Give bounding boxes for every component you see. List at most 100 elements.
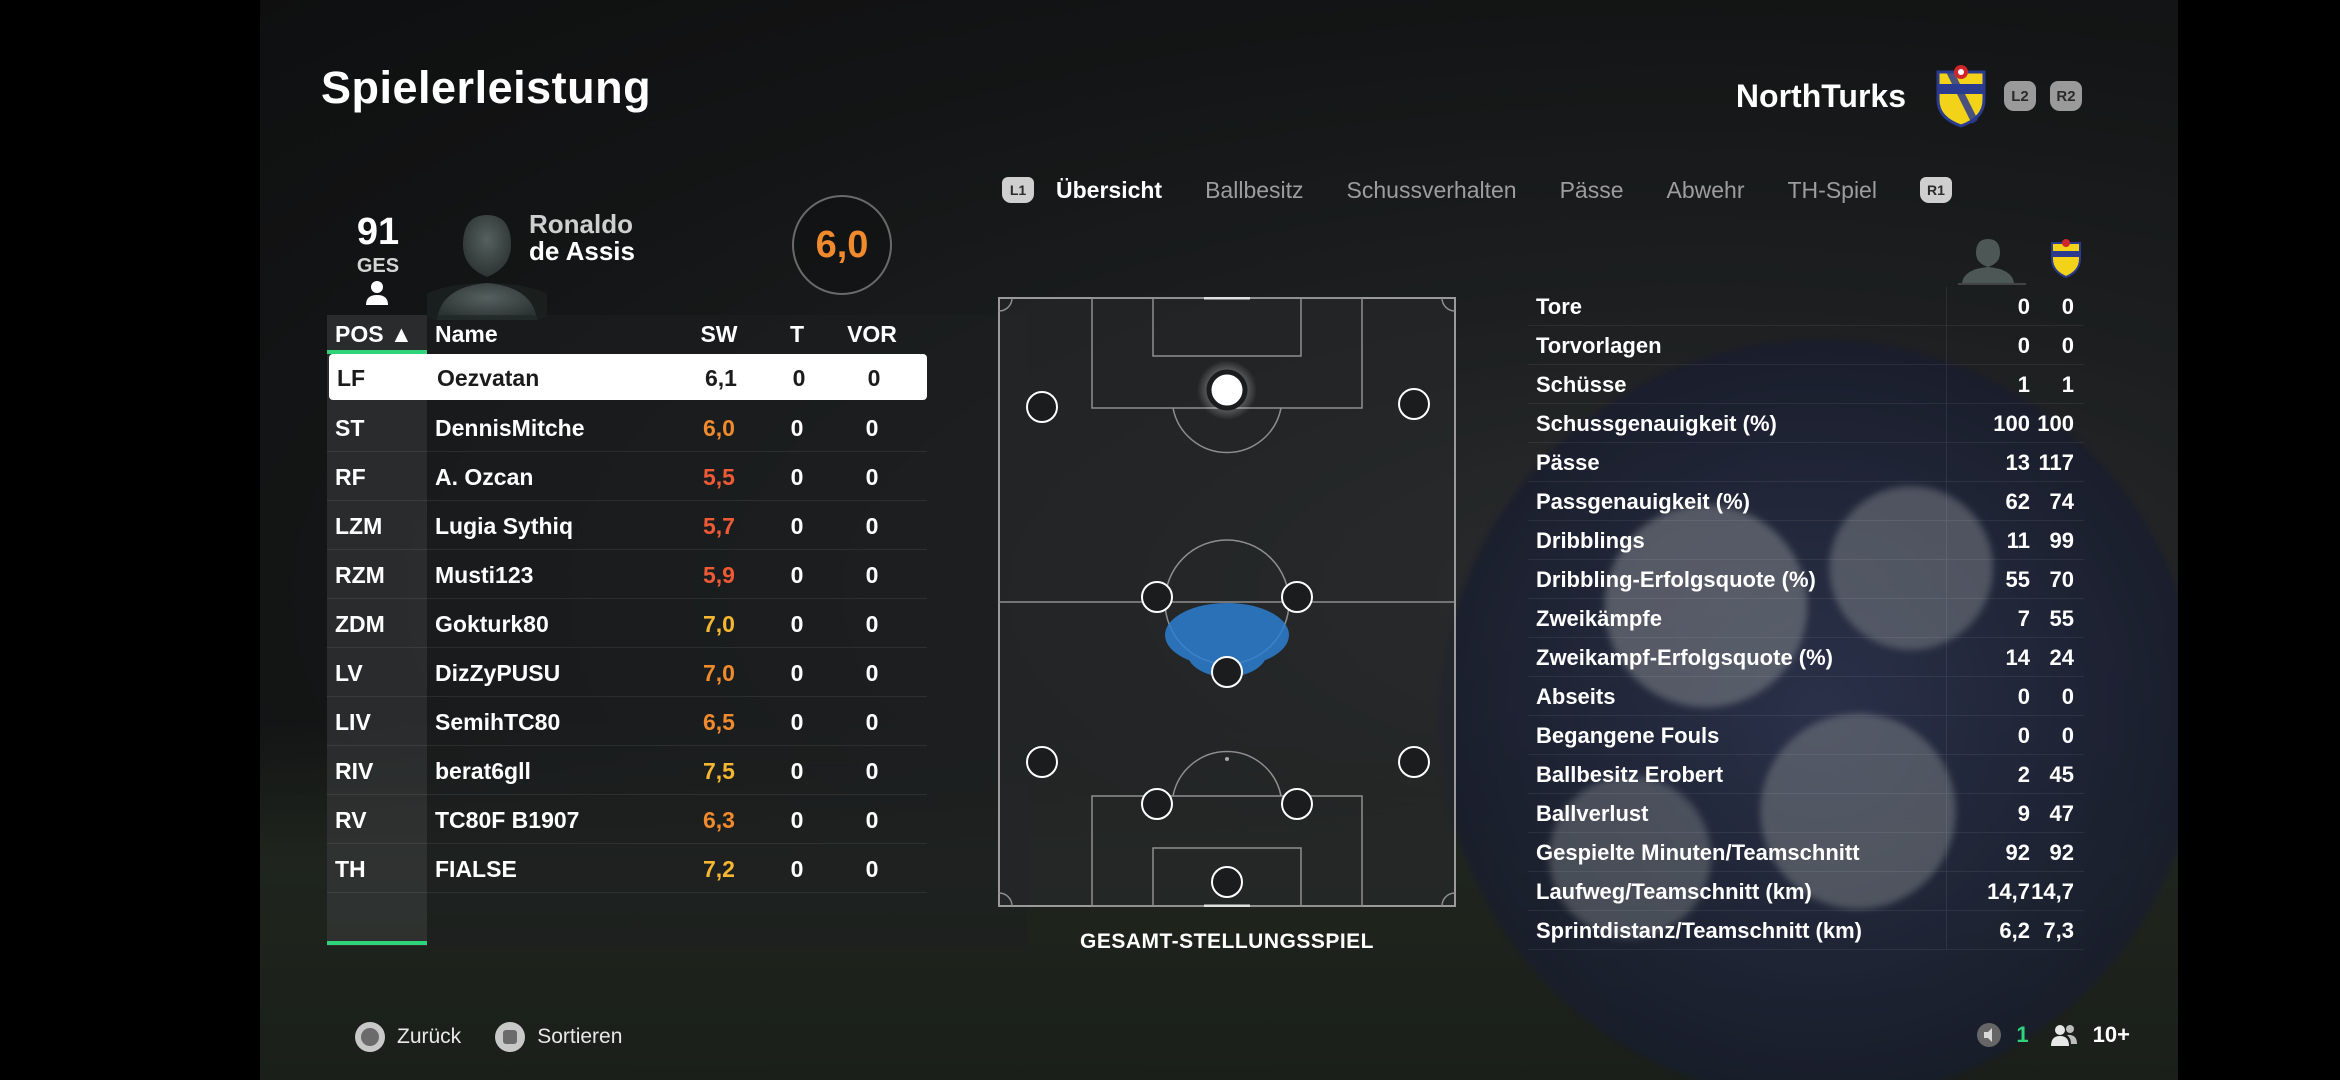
stat-player: 9: [2017, 801, 2030, 826]
table-row[interactable]: RF A. Ozcan 5,5 0 0: [327, 452, 927, 501]
cell-t: 0: [790, 513, 804, 539]
team-name: NorthTurks: [1735, 77, 1906, 114]
player-marker: [1026, 391, 1058, 423]
player-marker: [1211, 656, 1243, 688]
cell-sw: 6,0: [703, 415, 735, 441]
back-label[interactable]: Zurück: [397, 1025, 462, 1048]
table-row[interactable]: LF Oezvatan 6,1 0 0: [329, 354, 927, 400]
player-marker: [1398, 746, 1430, 778]
table-row[interactable]: LZM Lugia Sythiq 5,7 0 0: [327, 501, 927, 550]
table-row[interactable]: RIV berat6gll 7,5 0 0: [327, 746, 927, 795]
circle-button-icon[interactable]: [355, 1022, 385, 1052]
stat-team: 1: [2061, 372, 2074, 397]
table-row[interactable]: ZDM Gokturk80 7,0 0 0: [327, 599, 927, 648]
table-row[interactable]: RV TC80F B1907 6,3 0 0: [327, 795, 927, 844]
tab-th-spiel[interactable]: TH-Spiel: [1787, 176, 1877, 203]
pitch-markings: [998, 297, 1456, 907]
tab-ballbesitz[interactable]: Ballbesitz: [1205, 176, 1304, 203]
cell-name: Gokturk80: [435, 611, 549, 637]
cell-name: DennisMitche: [435, 415, 585, 441]
page-title: Spielerleistung: [321, 62, 652, 113]
stat-player: 14,7: [1987, 879, 2030, 904]
cell-pos: RIV: [335, 758, 374, 784]
table-row[interactable]: RZM Musti123 5,9 0 0: [327, 550, 927, 599]
cell-pos: LZM: [335, 513, 383, 539]
stat-row: Dribblings 11 99: [1528, 521, 2084, 560]
stat-team: 0: [2061, 294, 2074, 319]
stat-player: 2: [2017, 762, 2030, 787]
cell-name: TC80F B1907: [435, 807, 580, 833]
cell-sw: 5,5: [703, 464, 735, 490]
l2-button[interactable]: L2: [2004, 81, 2036, 111]
stat-player: 100: [1993, 411, 2030, 436]
stat-row: Laufweg/Teamschnitt (km) 14,7 14,7: [1528, 872, 2084, 911]
stat-label: Dribblings: [1536, 528, 1645, 553]
cell-sw: 6,5: [703, 709, 735, 735]
cell-vor: 0: [865, 856, 879, 882]
cell-pos: RF: [335, 464, 366, 490]
stat-team: 14,7: [2031, 879, 2074, 904]
player-table: POS ▲ Name SW T VOR LF Oezvatan 6,1 0 0 ST Den…: [327, 315, 1027, 946]
overall-rating: 91: [356, 211, 400, 253]
header-t[interactable]: T: [789, 321, 805, 347]
tab-paesse[interactable]: Pässe: [1559, 176, 1624, 203]
cell-t: 0: [790, 611, 804, 637]
stat-player: 14: [2005, 645, 2030, 670]
l1-button[interactable]: L1: [1002, 177, 1034, 203]
header-name[interactable]: Name: [435, 321, 498, 347]
stat-row: Dribbling-Erfolgsquote (%) 55 70: [1528, 560, 2084, 599]
cell-name: Musti123: [435, 562, 534, 588]
tab-schussverhalten[interactable]: Schussverhalten: [1346, 176, 1517, 203]
heatmap: [1165, 603, 1289, 677]
cell-vor: 0: [865, 807, 879, 833]
header-pos[interactable]: POS ▲: [335, 321, 413, 347]
stat-player: 0: [2017, 333, 2030, 358]
table-row[interactable]: LIV SemihTC80 6,5 0 0: [327, 697, 927, 746]
voice-chat-count: 1: [2016, 1022, 2029, 1047]
player-silhouette: [427, 215, 547, 320]
table-row[interactable]: LV DizZyPUSU 7,0 0 0: [327, 648, 927, 697]
cell-pos: LV: [335, 660, 363, 686]
footer-status: 1 10+: [1976, 1022, 2130, 1048]
stat-label: Laufweg/Teamschnitt (km): [1536, 879, 1812, 904]
cell-pos: ZDM: [335, 611, 385, 637]
player-avatar-icon: [1958, 239, 2026, 285]
tab-uebersicht[interactable]: Übersicht: [1056, 176, 1163, 203]
stat-label: Abseits: [1536, 684, 1616, 709]
stat-player: 11: [2006, 528, 2030, 553]
stat-label: Ballverlust: [1536, 801, 1649, 826]
player-marker: [1281, 788, 1313, 820]
stat-row: Zweikämpfe 7 55: [1528, 599, 2084, 638]
square-button-icon[interactable]: [495, 1022, 526, 1052]
stat-label: Passgenauigkeit (%): [1536, 489, 1750, 514]
player-marker: [1141, 788, 1173, 820]
party-members-icon: [2050, 1025, 2077, 1046]
cell-vor: 0: [865, 415, 879, 441]
stat-label: Pässe: [1536, 450, 1600, 475]
positioning-pitch: [998, 297, 1456, 907]
stat-row: Sprintdistanz/Teamschnitt (km) 6,2 7,3: [1528, 911, 2084, 950]
table-row[interactable]: TH FIALSE 7,2 0 0: [327, 844, 927, 893]
r2-button[interactable]: R2: [2050, 81, 2082, 111]
stat-team: 99: [2049, 528, 2074, 553]
header-vor[interactable]: VOR: [847, 321, 897, 347]
stat-label: Zweikampf-Erfolgsquote (%): [1536, 645, 1834, 670]
stat-row: Passgenauigkeit (%) 62 74: [1528, 482, 2084, 521]
cell-sw: 7,2: [703, 856, 735, 882]
cell-vor: 0: [865, 758, 879, 784]
cell-vor: 0: [865, 562, 879, 588]
header-sw[interactable]: SW: [700, 321, 738, 347]
table-row[interactable]: ST DennisMitche 6,0 0 0: [327, 403, 927, 452]
stat-player: 55: [2005, 567, 2030, 592]
cell-pos: RZM: [335, 562, 385, 588]
cell-name: A. Ozcan: [435, 464, 534, 490]
stats-table: Tore 0 0 Torvorlagen 0 0 Schüsse 1 1 Schussgenaui…: [1528, 287, 2084, 950]
tab-abwehr[interactable]: Abwehr: [1666, 176, 1745, 203]
cell-name: Lugia Sythiq: [435, 513, 573, 539]
cell-pos: LIV: [335, 709, 371, 735]
stat-label: Tore: [1536, 294, 1583, 319]
stat-label: Dribbling-Erfolgsquote (%): [1536, 567, 1816, 592]
cell-t: 0: [790, 660, 804, 686]
sort-label[interactable]: Sortieren: [537, 1025, 623, 1048]
r1-button[interactable]: R1: [1919, 177, 1952, 203]
